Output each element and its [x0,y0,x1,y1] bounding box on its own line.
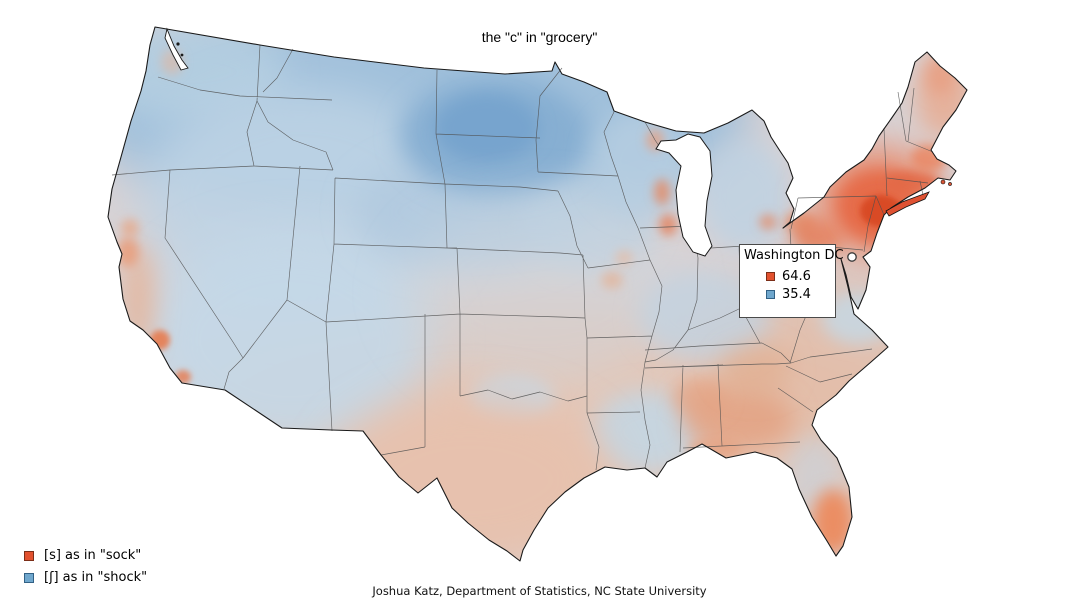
attribution: Joshua Katz, Department of Statistics, N… [372,584,707,598]
tooltip-value-sh: 35.4 [782,287,811,302]
red-swatch-icon [766,272,775,281]
lake-michigan [655,133,713,257]
tooltip-city-name: Washington DC [744,248,844,263]
legend-label-sock: [s] as in "sock" [44,548,142,563]
legend-item-shock: [ʃ] as in "shock" [24,570,147,585]
tooltip-row-s: 64.6 [766,270,835,283]
us-outline [107,26,968,562]
blue-swatch-icon [24,572,34,583]
puget-sound [164,27,189,71]
legend-label-shock: [ʃ] as in "shock" [44,570,148,585]
page-title: the "c" in "grocery" [481,29,598,45]
island-marthas-vineyard [940,179,946,185]
washington-dc-marker[interactable] [847,252,857,262]
legend-item-sock: [s] as in "sock" [24,548,147,563]
long-island [885,191,930,217]
map-legend: [s] as in "sock" [ʃ] as in "shock" [24,548,147,592]
tooltip-value-s: 64.6 [782,269,811,284]
island-nantucket [948,182,952,186]
red-swatch-icon [24,550,34,561]
city-tooltip: Washington DC 64.6 35.4 [739,244,844,318]
tooltip-row-sh: 35.4 [766,288,835,301]
blue-swatch-icon [766,290,775,299]
